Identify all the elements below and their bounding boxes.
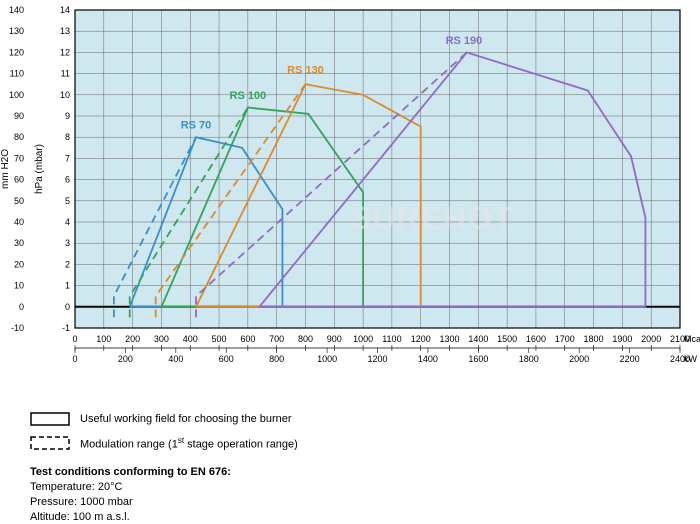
- legend-dashed-swatch: [30, 436, 70, 450]
- svg-text:100: 100: [96, 334, 111, 344]
- legend-dashed: Modulation range (1st stage operation ra…: [30, 434, 298, 452]
- svg-text:130: 130: [9, 26, 24, 36]
- svg-text:RS 100: RS 100: [230, 90, 267, 102]
- svg-text:1600: 1600: [468, 354, 488, 364]
- svg-text:1400: 1400: [418, 354, 438, 364]
- svg-text:500: 500: [212, 334, 227, 344]
- burner-field-chart: -100102030405060708090100110120130140-10…: [0, 0, 700, 400]
- legend-solid-swatch: [30, 412, 70, 426]
- svg-text:3: 3: [65, 238, 70, 248]
- svg-text:1200: 1200: [411, 334, 431, 344]
- svg-text:1800: 1800: [584, 334, 604, 344]
- svg-text:110: 110: [10, 69, 24, 79]
- svg-text:9: 9: [65, 111, 70, 121]
- svg-text:10: 10: [60, 90, 70, 100]
- svg-text:5: 5: [65, 196, 70, 206]
- svg-text:400: 400: [168, 354, 183, 364]
- legend-solid-label: Useful working field for choosing the bu…: [80, 413, 292, 425]
- svg-text:1100: 1100: [382, 334, 401, 344]
- svg-text:1000: 1000: [353, 334, 373, 344]
- svg-text:1000: 1000: [317, 354, 337, 364]
- svg-text:120: 120: [9, 47, 24, 57]
- svg-text:200: 200: [125, 334, 140, 344]
- svg-text:6: 6: [65, 175, 70, 185]
- svg-text:0: 0: [65, 302, 70, 312]
- svg-text:0: 0: [19, 302, 24, 312]
- svg-text:hPa (mbar): hPa (mbar): [34, 144, 45, 194]
- svg-text:2000: 2000: [641, 334, 661, 344]
- svg-text:20: 20: [14, 259, 24, 269]
- svg-text:700: 700: [269, 334, 284, 344]
- svg-text:200: 200: [118, 354, 133, 364]
- svg-text:1800: 1800: [519, 354, 539, 364]
- svg-text:RS 130: RS 130: [287, 65, 324, 77]
- svg-text:2000: 2000: [569, 354, 589, 364]
- test-temp: Temperature: 20°C: [30, 480, 231, 495]
- legend: Useful working field for choosing the bu…: [30, 410, 298, 458]
- svg-text:1500: 1500: [497, 334, 517, 344]
- svg-text:1700: 1700: [555, 334, 575, 344]
- svg-text:0: 0: [72, 354, 77, 364]
- svg-text:50: 50: [14, 196, 24, 206]
- svg-text:7: 7: [65, 153, 70, 163]
- svg-text:900: 900: [327, 334, 342, 344]
- legend-dashed-label: Modulation range (1st stage operation ra…: [80, 436, 298, 451]
- svg-text:60: 60: [14, 175, 24, 185]
- svg-text:100: 100: [9, 90, 24, 100]
- svg-text:mm H2O: mm H2O: [0, 149, 11, 189]
- svg-text:80: 80: [14, 132, 24, 142]
- test-title: Test conditions conforming to EN 676:: [30, 465, 231, 480]
- svg-text:1900: 1900: [612, 334, 632, 344]
- svg-text:8: 8: [65, 132, 70, 142]
- svg-text:Mcal/h: Mcal/h: [684, 334, 700, 344]
- svg-text:1300: 1300: [440, 334, 460, 344]
- svg-text:300: 300: [154, 334, 169, 344]
- test-pressure: Pressure: 1000 mbar: [30, 495, 231, 510]
- test-altitude: Altitude: 100 m a.s.l.: [30, 510, 231, 524]
- svg-text:2: 2: [65, 259, 70, 269]
- svg-text:30: 30: [14, 238, 24, 248]
- svg-text:13: 13: [60, 26, 70, 36]
- svg-text:800: 800: [298, 334, 313, 344]
- svg-text:RS 190: RS 190: [446, 35, 483, 47]
- svg-text:600: 600: [219, 354, 234, 364]
- svg-text:0: 0: [72, 334, 77, 344]
- svg-text:400: 400: [183, 334, 198, 344]
- legend-solid: Useful working field for choosing the bu…: [30, 410, 298, 428]
- svg-text:11: 11: [61, 69, 70, 79]
- svg-text:-1: -1: [62, 323, 70, 333]
- svg-text:12: 12: [60, 47, 70, 57]
- svg-text:1400: 1400: [468, 334, 488, 344]
- svg-text:1200: 1200: [367, 354, 387, 364]
- svg-text:800: 800: [269, 354, 284, 364]
- svg-text:RS 70: RS 70: [181, 120, 212, 132]
- svg-text:-10: -10: [11, 323, 24, 333]
- svg-text:90: 90: [14, 111, 24, 121]
- svg-text:14: 14: [60, 5, 70, 15]
- svg-text:10: 10: [14, 281, 24, 291]
- svg-text:2200: 2200: [620, 354, 640, 364]
- svg-text:600: 600: [240, 334, 255, 344]
- svg-text:70: 70: [14, 153, 24, 163]
- svg-text:1600: 1600: [526, 334, 546, 344]
- test-conditions: Test conditions conforming to EN 676: Te…: [30, 465, 231, 524]
- svg-text:kW: kW: [684, 354, 698, 364]
- svg-text:1: 1: [65, 281, 70, 291]
- svg-text:4: 4: [65, 217, 70, 227]
- svg-text:140: 140: [9, 5, 24, 15]
- svg-text:40: 40: [14, 217, 24, 227]
